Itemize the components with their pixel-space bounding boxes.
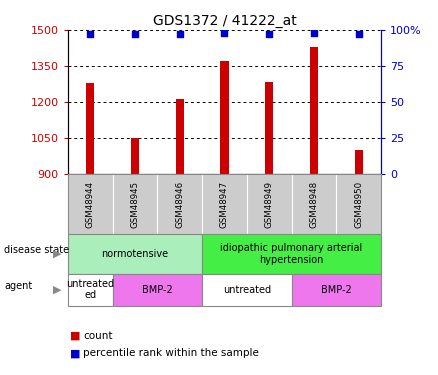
Point [266, 32, 273, 38]
Text: GSM48948: GSM48948 [310, 181, 318, 228]
Text: GSM48946: GSM48946 [175, 181, 184, 228]
Text: ▶: ▶ [53, 285, 61, 295]
Text: GSM48949: GSM48949 [265, 181, 274, 228]
Text: ■: ■ [70, 331, 81, 340]
Text: count: count [83, 331, 113, 340]
Point [221, 30, 228, 36]
Text: untreated
ed: untreated ed [66, 279, 114, 300]
Point [87, 32, 94, 38]
Point [131, 32, 138, 38]
Text: ▶: ▶ [53, 249, 61, 259]
Text: BMP-2: BMP-2 [142, 285, 173, 295]
Text: percentile rank within the sample: percentile rank within the sample [83, 348, 259, 358]
Bar [86, 83, 94, 174]
Bar [220, 61, 229, 174]
Text: idiopathic pulmonary arterial
hypertension: idiopathic pulmonary arterial hypertensi… [220, 243, 363, 265]
Text: normotensive: normotensive [102, 249, 169, 259]
Text: GSM48944: GSM48944 [86, 181, 95, 228]
Text: BMP-2: BMP-2 [321, 285, 352, 295]
Point [355, 32, 362, 38]
Text: disease state: disease state [4, 244, 70, 255]
Bar [310, 47, 318, 174]
Bar [265, 82, 273, 174]
Text: untreated: untreated [223, 285, 271, 295]
Bar [131, 138, 139, 174]
Text: ■: ■ [70, 348, 81, 358]
Point [311, 30, 318, 36]
Bar [355, 150, 363, 174]
Text: GSM48947: GSM48947 [220, 181, 229, 228]
Text: GSM48950: GSM48950 [354, 181, 363, 228]
Text: GSM48945: GSM48945 [131, 181, 139, 228]
Bar [176, 99, 184, 174]
Text: agent: agent [4, 281, 32, 291]
Title: GDS1372 / 41222_at: GDS1372 / 41222_at [152, 13, 297, 28]
Point [176, 32, 183, 38]
